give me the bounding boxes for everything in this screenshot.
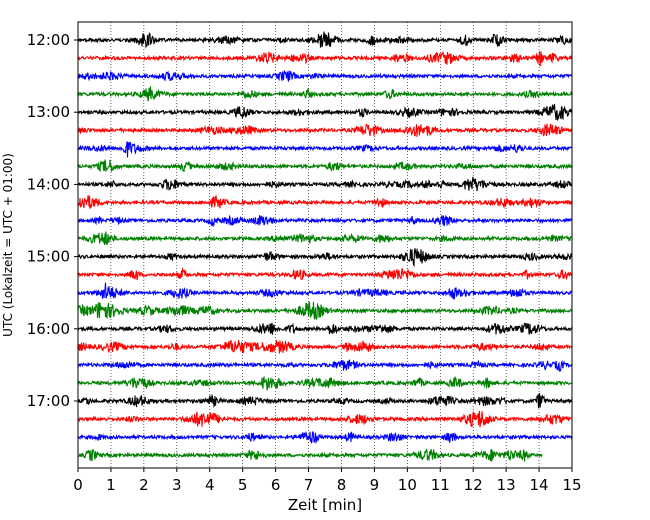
trace-line (77, 103, 573, 121)
trace-line (77, 214, 573, 228)
trace-line (77, 300, 573, 321)
x-tick-label: 5 (238, 476, 248, 494)
x-axis-label: Zeit [min] (288, 496, 362, 514)
y-tick-label: 14:00 (27, 175, 70, 193)
x-tick-label: 14 (530, 476, 549, 494)
trace-line (77, 448, 543, 462)
trace-line (77, 359, 573, 372)
trace-line (77, 176, 573, 192)
x-tick-label: 0 (73, 476, 83, 494)
trace-line (77, 392, 573, 409)
trace-line (77, 322, 573, 335)
x-tick-label: 10 (398, 476, 417, 494)
y-tick-label: 12:00 (27, 31, 70, 49)
trace-line (77, 375, 573, 391)
trace-line (77, 410, 573, 428)
trace-line (77, 31, 573, 49)
y-axis-label: UTC (Lokalzeit = UTC + 01:00) (1, 153, 15, 337)
seismic-traces (77, 31, 573, 462)
x-tick-label: 7 (304, 476, 314, 494)
trace-line (77, 86, 573, 102)
x-tick-label: 13 (497, 476, 516, 494)
trace-line (77, 430, 573, 445)
trace-line (77, 266, 573, 281)
x-tick-label: 1 (106, 476, 116, 494)
x-tick-label: 8 (337, 476, 347, 494)
x-tick-label: 2 (139, 476, 149, 494)
trace-line (77, 248, 573, 267)
trace-line (77, 340, 573, 354)
x-tick-label: 15 (562, 476, 581, 494)
x-tick-label: 9 (370, 476, 380, 494)
x-tick-label: 12 (464, 476, 483, 494)
y-tick-label: 13:00 (27, 103, 70, 121)
trace-line (77, 194, 573, 210)
trace-line (77, 70, 573, 83)
y-tick-label: 17:00 (27, 392, 70, 410)
y-tick-label: 16:00 (27, 320, 70, 338)
trace-line (77, 159, 573, 173)
trace-line (77, 231, 573, 246)
trace-line (77, 282, 573, 300)
x-tick-label: 6 (271, 476, 281, 494)
x-axis-ticks: 0 1 2 3 4 5 6 7 8 9 10 11 12 13 14 15 (73, 468, 582, 494)
x-tick-label: 11 (431, 476, 450, 494)
trace-line (77, 123, 573, 137)
x-tick-label: 3 (172, 476, 182, 494)
y-tick-label: 15:00 (27, 248, 70, 266)
trace-line (77, 141, 573, 158)
trace-line (77, 51, 573, 67)
grid-lines (110, 22, 540, 468)
y-axis-ticks: 12:00 13:00 14:00 15:00 16:00 17:00 (27, 31, 78, 410)
x-tick-label: 4 (205, 476, 215, 494)
plot-frame (77, 21, 573, 469)
